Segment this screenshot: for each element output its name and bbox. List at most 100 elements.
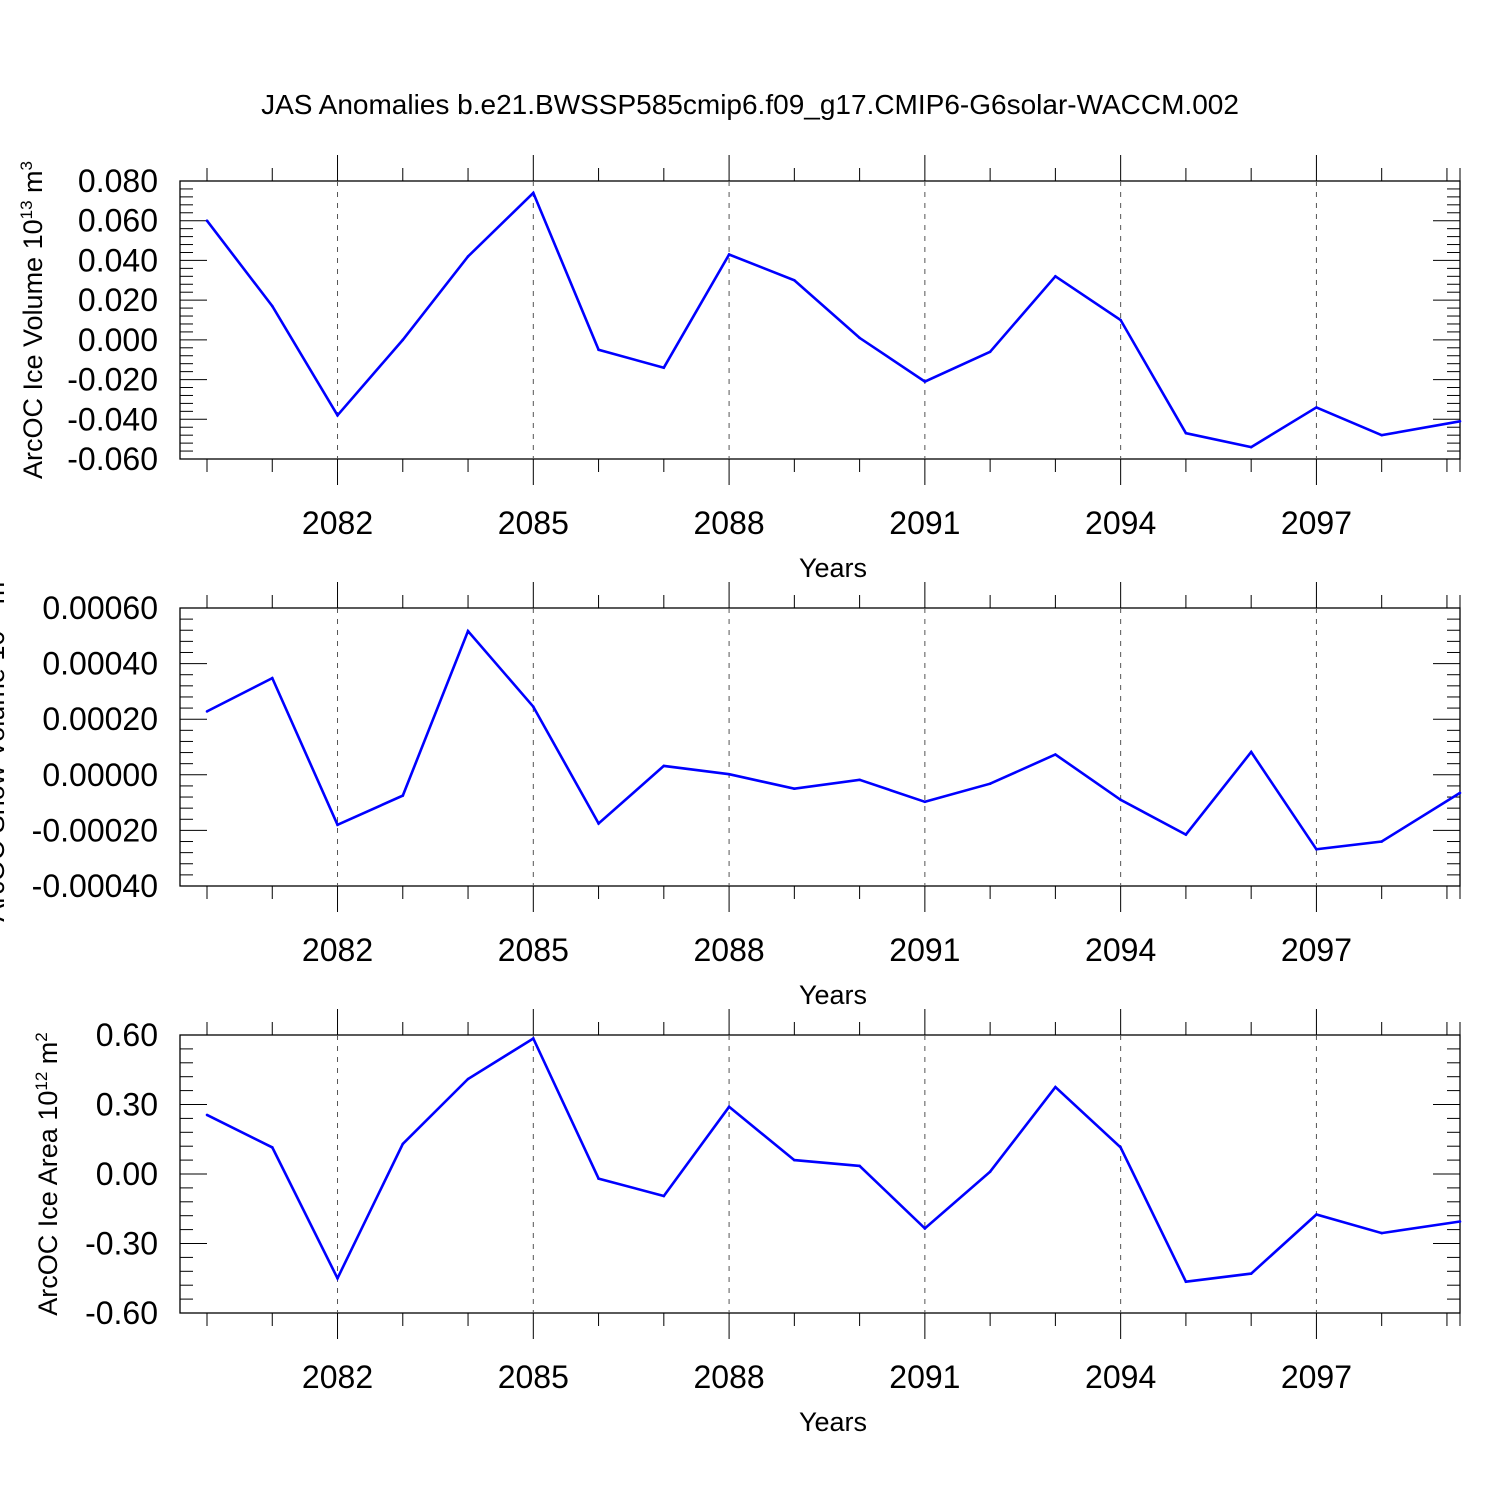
data-point bbox=[532, 1037, 535, 1040]
y-tick-label: 0.00020 bbox=[42, 701, 158, 737]
data-point bbox=[1380, 1231, 1383, 1235]
data-point bbox=[727, 1105, 731, 1109]
data-point bbox=[466, 629, 470, 633]
y-tick-label: -0.060 bbox=[67, 441, 158, 477]
y-tick-label: 0.060 bbox=[78, 203, 158, 239]
x-tick-label: 2091 bbox=[889, 1359, 960, 1395]
y-axis-label-part: ArcOC Ice Volume 10 bbox=[18, 219, 48, 479]
data-point bbox=[466, 1077, 470, 1081]
chart-panel-2: 2082 2085 2088 2091 2094 2097 Years 0.00060 0.00… bbox=[0, 572, 1462, 1010]
data-point bbox=[923, 800, 927, 804]
y-tick-label: -0.60 bbox=[85, 1295, 158, 1331]
data-point bbox=[401, 338, 405, 342]
data-point bbox=[205, 710, 209, 713]
y-tick-label: 0.00040 bbox=[42, 646, 158, 682]
x-tick-label: 2088 bbox=[693, 932, 764, 968]
y-axis-label-part: m bbox=[18, 170, 48, 200]
data-point bbox=[270, 676, 274, 680]
data-point bbox=[205, 219, 209, 223]
data-point bbox=[793, 278, 796, 282]
data-point bbox=[1249, 1272, 1253, 1275]
x-tick-label: 2097 bbox=[1281, 505, 1352, 541]
x-tick-label: 2094 bbox=[1085, 1359, 1156, 1395]
data-point bbox=[923, 1227, 927, 1230]
data-point bbox=[597, 1177, 600, 1180]
plot-frame bbox=[179, 607, 1461, 887]
y-axis-label-part: 2 bbox=[32, 1032, 51, 1041]
x-tick-label: 2082 bbox=[302, 1359, 373, 1395]
x-tick-label: 2097 bbox=[1281, 932, 1352, 968]
y-axis-label-part: ArcOC Ice Area 10 bbox=[33, 1091, 63, 1316]
y-tick-label: 0.60 bbox=[96, 1017, 158, 1053]
data-point bbox=[858, 336, 861, 340]
data-point bbox=[662, 764, 666, 768]
x-tick-label: 2088 bbox=[693, 1359, 764, 1395]
data-point bbox=[1184, 1280, 1188, 1284]
y-tick-label: 0.000 bbox=[78, 322, 158, 358]
y-tick-label: -0.020 bbox=[67, 362, 158, 398]
x-tick-label: 2097 bbox=[1281, 1359, 1352, 1395]
data-point bbox=[1184, 431, 1188, 435]
y-axis-label-part: m bbox=[33, 1042, 63, 1072]
series-line bbox=[206, 628, 1461, 851]
data-point bbox=[988, 782, 992, 785]
data-point bbox=[1054, 753, 1057, 756]
data-point bbox=[1380, 433, 1383, 437]
x-tick-label: 2082 bbox=[302, 505, 373, 541]
x-axis-label: Years bbox=[799, 1407, 867, 1437]
y-axis-label-part: 3 bbox=[17, 161, 36, 170]
data-point bbox=[1054, 1085, 1057, 1089]
y-axis-label-part: 13 bbox=[17, 200, 36, 219]
y-axis-label-part: m bbox=[0, 582, 10, 612]
data-point bbox=[727, 253, 731, 256]
data-point bbox=[336, 823, 339, 827]
y-axis-label: ArcOC Ice Volume 1013 m3 bbox=[17, 161, 48, 479]
x-tick-label: 2094 bbox=[1085, 505, 1156, 541]
data-point bbox=[1315, 1213, 1318, 1216]
series-line bbox=[206, 1036, 1461, 1284]
data-point bbox=[1249, 445, 1253, 449]
data-point bbox=[1119, 1146, 1122, 1149]
data-point bbox=[1458, 791, 1462, 795]
data-point bbox=[1249, 750, 1253, 754]
data-point bbox=[270, 1146, 274, 1149]
y-axis-label: ArcOC Ice Area 1012 m2 bbox=[32, 1032, 63, 1316]
x-axis-label: Years bbox=[799, 980, 867, 1010]
data-point bbox=[1458, 1220, 1462, 1223]
y-tick-label: 0.020 bbox=[78, 282, 158, 318]
data-point bbox=[1054, 275, 1057, 278]
x-tick-label: 2091 bbox=[889, 505, 960, 541]
y-tick-label: 0.080 bbox=[78, 163, 158, 199]
data-point bbox=[597, 348, 600, 352]
data-point bbox=[205, 1113, 209, 1117]
x-tick-label: 2091 bbox=[889, 932, 960, 968]
data-point bbox=[336, 1276, 339, 1280]
data-point bbox=[466, 255, 470, 258]
y-tick-label: 0.00000 bbox=[42, 757, 158, 793]
y-tick-label: -0.00020 bbox=[32, 812, 158, 848]
y-tick-label: -0.00040 bbox=[32, 868, 158, 904]
y-tick-label: 0.00060 bbox=[42, 590, 158, 626]
data-point bbox=[270, 304, 274, 308]
x-axis-label: Years bbox=[799, 553, 867, 583]
y-axis-label-part: 12 bbox=[32, 1072, 51, 1091]
data-point bbox=[988, 1170, 992, 1173]
y-tick-label: 0.30 bbox=[96, 1087, 158, 1123]
x-tick-label: 2085 bbox=[498, 932, 569, 968]
figure-title: JAS Anomalies b.e21.BWSSP585cmip6.f09_g1… bbox=[261, 89, 1239, 120]
data-point bbox=[401, 1142, 405, 1146]
series-line bbox=[205, 190, 1461, 449]
data-point bbox=[532, 705, 535, 708]
x-tick-label: 2085 bbox=[498, 505, 569, 541]
data-point bbox=[532, 191, 535, 195]
y-tick-label: -0.040 bbox=[67, 401, 158, 437]
y-tick-label: 0.040 bbox=[78, 242, 158, 278]
data-point bbox=[1119, 798, 1122, 802]
data-point bbox=[793, 787, 796, 790]
data-point bbox=[662, 1194, 666, 1198]
data-point bbox=[1119, 318, 1122, 322]
y-axis-label: ArcOC Snow Volume 1013 m3 bbox=[0, 572, 10, 922]
x-tick-label: 2088 bbox=[693, 505, 764, 541]
data-point bbox=[858, 778, 861, 782]
